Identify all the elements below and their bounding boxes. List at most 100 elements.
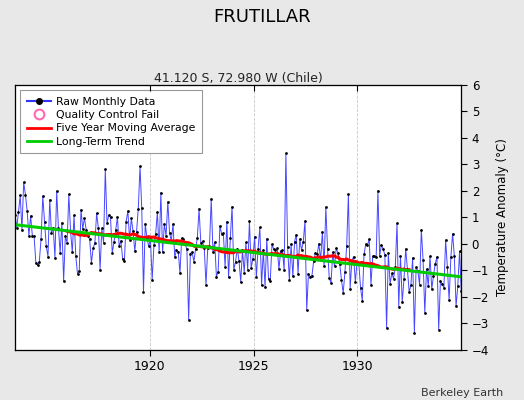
Point: [294, 271, 302, 277]
Point: [433, 254, 441, 260]
Point: [51, 254, 59, 261]
Point: [257, 282, 266, 288]
Point: [58, 220, 66, 226]
Point: [157, 189, 165, 196]
Point: [413, 268, 422, 274]
Point: [372, 254, 380, 260]
Point: [389, 275, 398, 282]
Point: [19, 179, 28, 186]
Point: [316, 257, 325, 263]
Point: [143, 235, 151, 242]
Point: [348, 258, 356, 264]
Point: [195, 206, 203, 212]
Point: [254, 245, 263, 252]
Point: [226, 235, 235, 242]
Point: [115, 243, 123, 250]
Point: [163, 199, 172, 205]
Point: [205, 243, 214, 250]
Point: [37, 236, 45, 242]
Point: [313, 251, 321, 258]
Point: [280, 267, 288, 274]
Point: [337, 276, 346, 283]
Point: [151, 231, 160, 237]
Point: [422, 266, 431, 272]
Point: [75, 268, 83, 274]
Point: [145, 243, 153, 250]
Point: [417, 226, 425, 233]
Point: [383, 325, 391, 331]
Point: [80, 215, 89, 221]
Point: [139, 288, 148, 295]
Point: [396, 253, 405, 259]
Point: [315, 240, 323, 247]
Point: [31, 259, 40, 266]
Point: [183, 246, 191, 253]
Point: [365, 236, 374, 242]
Point: [34, 262, 42, 268]
Point: [40, 219, 49, 225]
Point: [108, 250, 116, 256]
Point: [52, 188, 61, 194]
Point: [264, 276, 272, 282]
Legend: Raw Monthly Data, Quality Control Fail, Five Year Moving Average, Long-Term Tren: Raw Monthly Data, Quality Control Fail, …: [20, 90, 202, 153]
Point: [322, 204, 330, 210]
Point: [56, 250, 64, 256]
Point: [30, 233, 38, 239]
Point: [207, 196, 215, 202]
Y-axis label: Temperature Anomaly (°C): Temperature Anomaly (°C): [496, 138, 509, 296]
Point: [23, 208, 31, 214]
Point: [221, 264, 230, 270]
Point: [202, 282, 210, 288]
Point: [235, 258, 243, 264]
Point: [158, 249, 167, 255]
Point: [351, 279, 359, 285]
Point: [438, 281, 446, 287]
Point: [393, 220, 401, 226]
Point: [77, 206, 85, 213]
Point: [419, 256, 427, 263]
Point: [49, 225, 58, 231]
Point: [426, 253, 434, 260]
Point: [67, 228, 75, 235]
Point: [150, 242, 158, 248]
Point: [112, 227, 120, 233]
Point: [263, 235, 271, 242]
Point: [155, 249, 163, 255]
Point: [178, 235, 186, 242]
Point: [330, 263, 339, 270]
Point: [120, 258, 128, 264]
Point: [224, 274, 233, 281]
Point: [271, 247, 280, 253]
Point: [228, 203, 236, 210]
Point: [200, 245, 209, 252]
Point: [184, 316, 193, 323]
Point: [122, 218, 130, 225]
Point: [25, 232, 33, 239]
Point: [320, 263, 328, 269]
Point: [21, 191, 30, 198]
Point: [301, 218, 309, 224]
Point: [94, 224, 103, 231]
Point: [398, 299, 407, 305]
Point: [26, 212, 35, 219]
Point: [238, 247, 247, 253]
Point: [153, 209, 161, 215]
Point: [240, 269, 248, 276]
Point: [449, 230, 457, 237]
Point: [44, 253, 52, 260]
Point: [13, 224, 21, 231]
Point: [129, 228, 137, 234]
Point: [172, 247, 181, 253]
Point: [341, 269, 349, 275]
Point: [407, 282, 415, 288]
Point: [216, 223, 224, 229]
Point: [64, 191, 73, 198]
Point: [335, 261, 344, 267]
Point: [374, 188, 382, 194]
Point: [166, 229, 174, 236]
Point: [199, 238, 207, 245]
Point: [249, 256, 257, 262]
Point: [79, 226, 87, 232]
Point: [250, 233, 259, 240]
Point: [429, 273, 438, 279]
